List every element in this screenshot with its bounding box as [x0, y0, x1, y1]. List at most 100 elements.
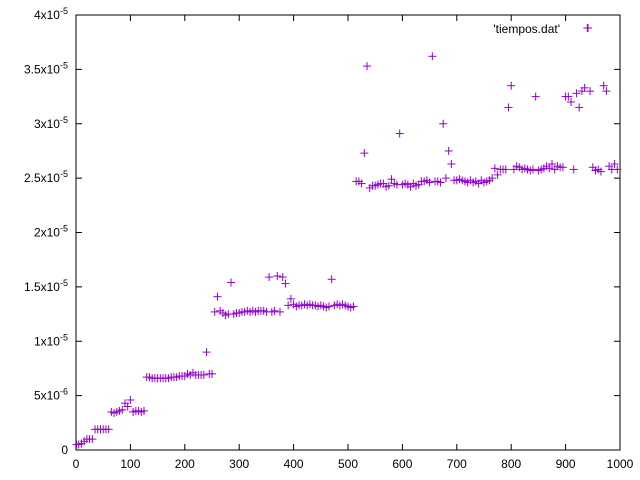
y-tick-mantissa: 3x10 — [34, 117, 60, 131]
y-tick-label: 0 — [61, 443, 68, 457]
data-point — [575, 103, 584, 112]
y-tick-label: 5x10-6 — [34, 387, 68, 403]
x-axis-tick-labels: 0 100 200 300 400 500 600 700 800 900 1000 — [73, 457, 634, 471]
data-point — [564, 92, 573, 101]
data-point — [118, 405, 127, 414]
y-tick-mantissa: 0 — [61, 443, 68, 457]
x-tick-label: 900 — [556, 457, 576, 471]
y-tick-exponent: -5 — [60, 169, 68, 179]
data-point — [613, 165, 622, 174]
y-tick-exponent: -5 — [60, 278, 68, 288]
y-tick-label: 1.5x10-5 — [24, 278, 68, 294]
data-point — [504, 103, 513, 112]
x-tick-label: 500 — [338, 457, 358, 471]
data-point — [602, 87, 611, 96]
data-point — [439, 119, 448, 128]
axis-ticks — [75, 14, 621, 451]
data-point — [213, 292, 222, 301]
data-point — [270, 306, 279, 315]
data-point — [490, 164, 499, 173]
data-point — [123, 402, 132, 411]
y-tick-exponent: -5 — [60, 115, 68, 125]
data-point — [281, 279, 290, 288]
data-point — [444, 146, 453, 155]
y-tick-exponent: -6 — [60, 387, 68, 397]
data-point — [447, 159, 456, 168]
y-tick-label: 4x10-5 — [34, 6, 68, 22]
data-point — [387, 175, 396, 184]
y-tick-mantissa: 2.5x10 — [24, 171, 60, 185]
data-point — [572, 89, 581, 98]
y-tick-label: 2x10-5 — [34, 224, 68, 240]
y-tick-label: 1x10-5 — [34, 332, 68, 348]
x-tick-label: 200 — [175, 457, 195, 471]
data-point — [610, 159, 619, 168]
x-tick-label: 600 — [392, 457, 412, 471]
data-point — [531, 92, 540, 101]
data-point — [599, 81, 608, 90]
data-point — [384, 181, 393, 190]
data-point — [425, 178, 434, 187]
data-point — [324, 302, 333, 311]
data-point — [360, 149, 369, 158]
data-point — [586, 87, 595, 96]
data-point — [278, 273, 287, 282]
data-point — [199, 370, 208, 379]
data-point — [104, 425, 113, 434]
data-point — [548, 159, 556, 168]
data-point — [363, 62, 372, 71]
data-point — [528, 165, 537, 174]
y-axis-tick-labels: 05x10-61x10-51.5x10-52x10-52.5x10-53x10-… — [24, 6, 68, 457]
data-point — [276, 307, 284, 316]
data-point — [558, 163, 567, 172]
x-tick-label: 800 — [501, 457, 521, 471]
data-point — [349, 302, 358, 311]
data-point — [126, 395, 135, 404]
data-point — [286, 294, 295, 303]
data-point — [273, 272, 282, 280]
x-tick-label: 100 — [120, 457, 140, 471]
y-tick-mantissa: 3.5x10 — [24, 62, 60, 76]
data-point — [569, 165, 578, 174]
y-tick-mantissa: 1.5x10 — [24, 280, 60, 294]
y-tick-exponent: -5 — [60, 224, 68, 234]
y-tick-label: 3.5x10-5 — [24, 60, 68, 76]
y-tick-exponent: -5 — [60, 60, 68, 70]
data-point — [428, 52, 437, 61]
data-point — [580, 83, 589, 92]
y-tick-mantissa: 1x10 — [34, 334, 60, 348]
y-tick-mantissa: 2x10 — [34, 226, 60, 240]
x-tick-label: 0 — [73, 457, 80, 471]
data-point — [395, 129, 404, 138]
data-point — [596, 167, 605, 176]
data-point — [488, 174, 497, 183]
y-tick-label: 2.5x10-5 — [24, 169, 68, 185]
data-point — [88, 435, 97, 444]
data-point — [140, 406, 148, 415]
y-tick-mantissa: 5x10 — [34, 389, 60, 403]
data-points — [72, 24, 622, 449]
legend-label: 'tiempos.dat' — [493, 22, 560, 36]
data-point — [436, 178, 445, 187]
x-tick-label: 300 — [229, 457, 249, 471]
data-point — [507, 81, 516, 90]
y-tick-exponent: -5 — [60, 332, 68, 342]
y-tick-mantissa: 4x10 — [34, 8, 60, 22]
data-point — [441, 174, 450, 183]
x-tick-label: 1000 — [607, 457, 634, 471]
legend: 'tiempos.dat' — [493, 22, 592, 36]
data-point — [327, 275, 336, 284]
data-point — [501, 165, 510, 174]
data-point — [210, 307, 219, 316]
data-point — [567, 98, 576, 106]
data-point — [493, 170, 502, 179]
x-tick-label: 700 — [447, 457, 467, 471]
data-point — [284, 301, 293, 310]
data-point — [357, 179, 366, 188]
data-point — [545, 164, 554, 173]
legend-marker — [584, 24, 592, 32]
data-point — [265, 273, 274, 282]
data-point — [202, 348, 211, 357]
